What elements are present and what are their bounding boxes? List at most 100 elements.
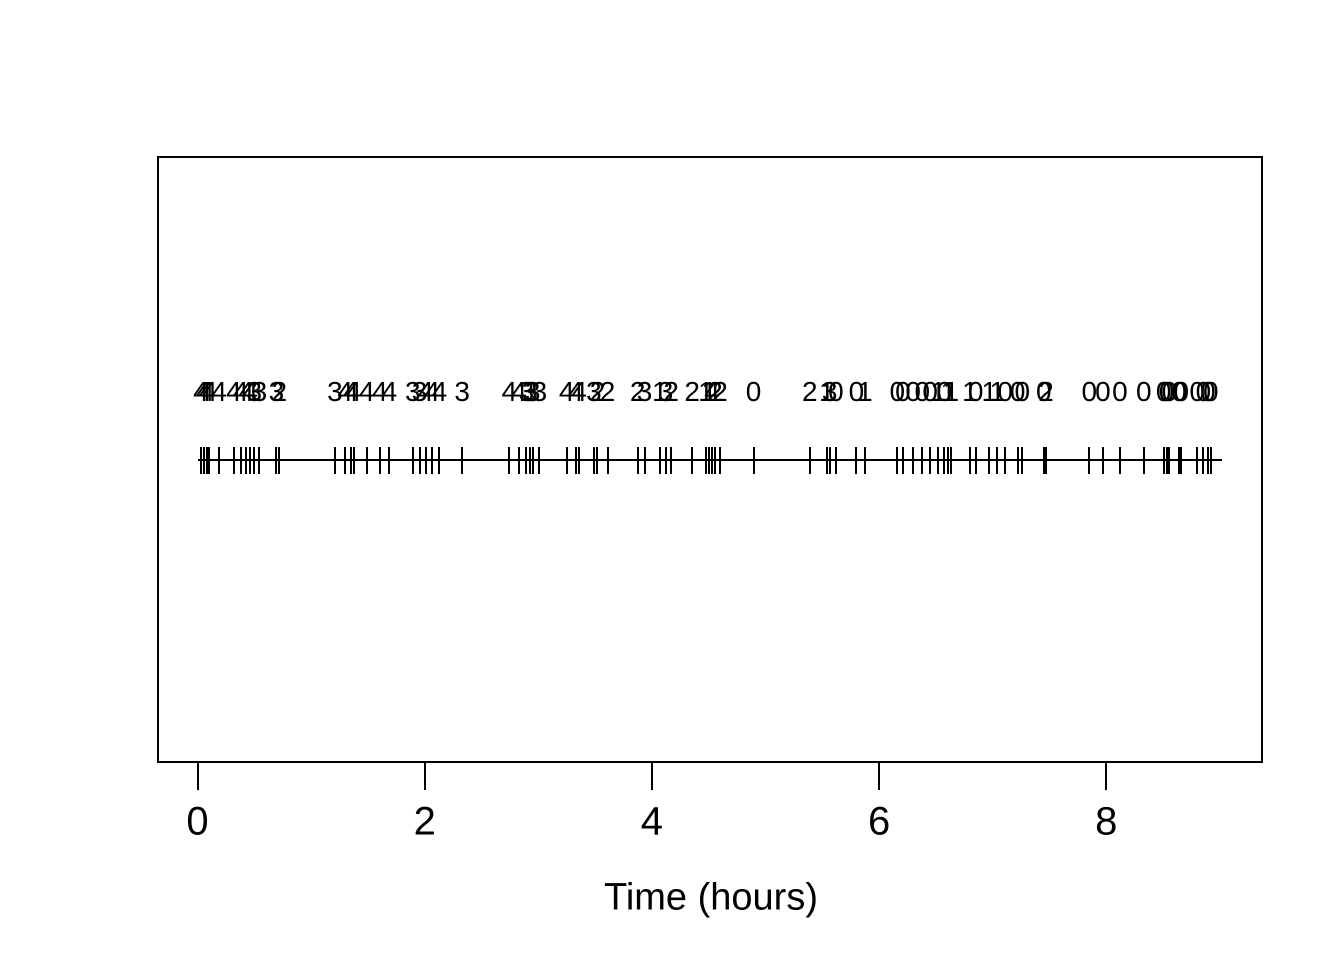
event-mark-label: 4 (238, 376, 255, 407)
event-tick (704, 446, 707, 474)
x-axis-tick (196, 763, 199, 790)
event-mark-label: 4 (226, 376, 242, 407)
event-mark-label: 0 (848, 376, 865, 407)
event-mark-label: 3 (521, 376, 538, 407)
event-mark-label: 4 (345, 376, 362, 407)
event-mark-label: 1 (857, 376, 873, 407)
event-tick (574, 446, 577, 474)
event-mark-label: 0 (1135, 376, 1152, 407)
event-mark-label: 0 (936, 376, 953, 407)
event-mark-label: 0 (914, 376, 931, 407)
event-tick (578, 446, 581, 474)
event-tick (1142, 446, 1145, 474)
event-mark-label: 4 (337, 376, 353, 407)
event-mark-label: 2 (271, 376, 288, 407)
event-mark-label: 0 (1036, 376, 1052, 407)
x-axis-tick (1105, 763, 1108, 790)
event-tick (258, 446, 261, 474)
x-axis-tick-label: 4 (640, 799, 664, 844)
event-tick (825, 446, 828, 474)
event-tick (275, 446, 278, 474)
event-mark-label: 2 (802, 376, 818, 407)
event-mark-label: 4 (511, 376, 527, 407)
event-tick (253, 446, 256, 474)
event-mark-label: 3 (821, 376, 838, 407)
event-mark-label: 4 (571, 376, 587, 407)
event-mark-label: 3 (586, 376, 602, 407)
event-mark-label: 3 (404, 376, 421, 407)
event-mark-label: 0 (1081, 376, 1098, 407)
event-mark-label: 1 (962, 376, 978, 407)
event-tick (424, 446, 427, 474)
event-mark-label: 3 (246, 376, 263, 407)
event-mark-label: 2 (629, 376, 646, 407)
event-mark-label: 1 (701, 376, 718, 407)
x-axis-tick-label: 8 (1095, 799, 1118, 844)
event-tick (592, 446, 595, 474)
event-tick (1162, 446, 1165, 474)
event-mark-label: 3 (518, 376, 535, 407)
event-mark-label: 1 (698, 376, 714, 407)
event-tick (245, 446, 248, 474)
event-tick (565, 446, 568, 474)
event-mark-label: 4 (358, 376, 375, 407)
event-mark-label: 1 (930, 376, 946, 407)
event-mark-label: 4 (381, 376, 398, 407)
event-tick (974, 446, 977, 474)
event-mark-label: 2 (712, 376, 728, 407)
event-mark-label: 3 (531, 376, 548, 407)
event-mark-label: 4 (193, 376, 209, 407)
event-mark-label: 4 (567, 376, 584, 407)
event-tick (1206, 446, 1209, 474)
event-mark-label: 0 (1155, 376, 1172, 407)
event-tick (531, 446, 534, 474)
event-tick (950, 446, 953, 474)
event-mark-label: 2 (707, 376, 723, 407)
x-axis-title: Time (hours) (604, 876, 818, 919)
event-tick (1168, 446, 1171, 474)
event-tick (1196, 446, 1199, 474)
event-tick (855, 446, 858, 474)
event-tick (901, 446, 904, 474)
event-tick (249, 446, 252, 474)
x-axis-tick (650, 763, 653, 790)
event-mark-label: 4 (418, 376, 434, 407)
event-tick (808, 446, 811, 474)
event-tick (431, 446, 434, 474)
event-tick (205, 446, 208, 474)
event-tick (365, 446, 368, 474)
event-tick (1209, 446, 1212, 474)
event-tick (929, 446, 932, 474)
event-tick (636, 446, 639, 474)
event-mark-label: 4 (242, 376, 259, 407)
event-mark-label: 1 (989, 376, 1006, 407)
event-mark-label: 4 (704, 376, 720, 407)
x-axis-tick (878, 763, 881, 790)
event-tick (1004, 446, 1007, 474)
event-mark-label: 1 (652, 376, 668, 407)
event-mark-label: 0 (889, 376, 906, 407)
event-mark-label: 0 (997, 376, 1013, 407)
event-tick (208, 446, 211, 474)
event-tick (1045, 446, 1048, 474)
event-tick (606, 446, 609, 474)
event-mark-label: 0 (967, 376, 984, 407)
event-mark-label: 1 (981, 376, 998, 407)
event-tick (199, 446, 202, 474)
event-mark-label: 0 (1203, 376, 1219, 407)
event-tick (664, 446, 667, 474)
x-axis-tick-label: 6 (867, 799, 891, 844)
event-mark-label: 1 (940, 376, 957, 407)
event-tick (988, 446, 991, 474)
event-mark-label: 0 (1009, 376, 1026, 407)
event-tick (202, 446, 205, 474)
event-tick (517, 446, 520, 474)
event-tick (278, 446, 281, 474)
event-tick (438, 446, 441, 474)
event-tick (418, 446, 421, 474)
event-tick (1042, 446, 1045, 474)
event-tick (1101, 446, 1104, 474)
event-tick (352, 446, 355, 474)
event-tick (508, 446, 511, 474)
